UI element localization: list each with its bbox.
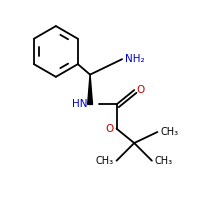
Text: NH₂: NH₂: [125, 54, 145, 64]
Text: CH₃: CH₃: [160, 127, 178, 137]
Text: HN: HN: [72, 99, 88, 109]
Text: CH₃: CH₃: [96, 156, 114, 166]
Text: O: O: [136, 85, 145, 95]
Text: CH₃: CH₃: [155, 156, 173, 166]
Text: O: O: [105, 124, 113, 134]
Polygon shape: [88, 75, 92, 104]
